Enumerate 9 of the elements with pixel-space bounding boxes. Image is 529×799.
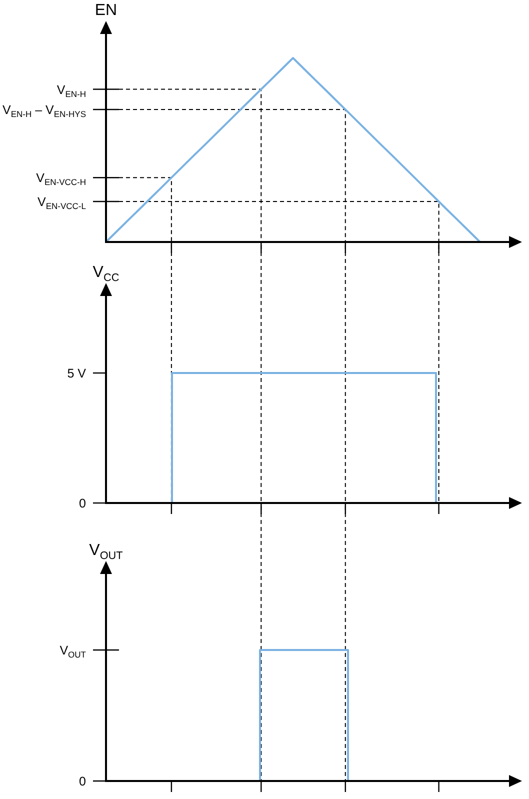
ref-line-label: V$_{EN-VCC-H}$	[36, 171, 86, 188]
ref-line-label: V$_{OUT}$	[60, 644, 86, 660]
y-axis-title: V$_{CC}$	[92, 264, 120, 284]
ref-line-label: V$_{EN-VCC-L}$	[38, 195, 86, 212]
ref-line-label: V$_{EN-H}$ – V$_{EN-HYS}$	[2, 103, 86, 120]
ref-line-label: V$_{EN-H}$	[56, 82, 86, 100]
y-tick-label: 5 V	[67, 366, 87, 380]
y-axis-title: V$_{OUT}$	[89, 542, 124, 562]
y-axis-title: EN	[94, 2, 118, 19]
